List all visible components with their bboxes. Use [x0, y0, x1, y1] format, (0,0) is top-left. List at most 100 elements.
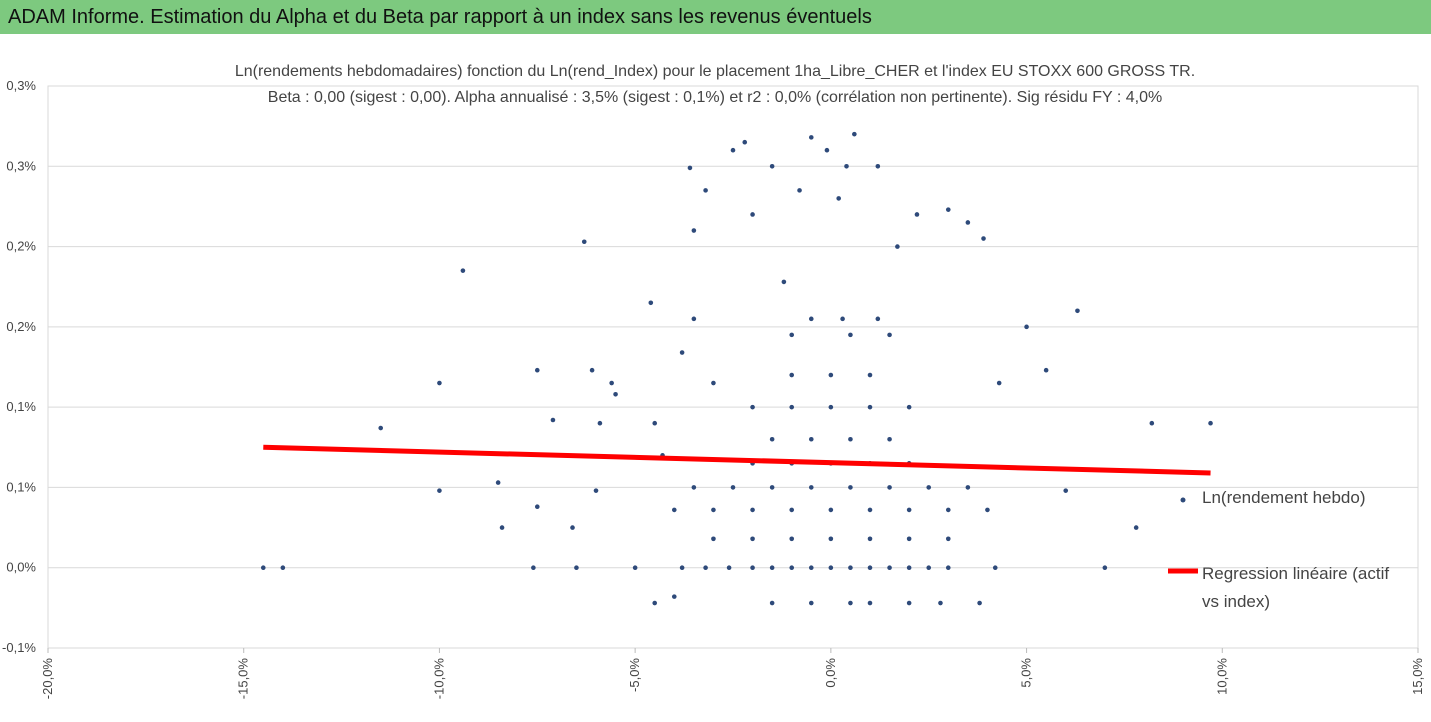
point [652, 420, 658, 426]
legend-label: Ln(rendement hebdo) [1202, 488, 1366, 507]
chart-title: Ln(rendements hebdomadaires) fonction du… [235, 63, 1195, 80]
point [679, 350, 685, 355]
header-title: ADAM Informe. Estimation du Alpha et du … [0, 0, 1431, 34]
point [750, 404, 755, 410]
point [1063, 488, 1069, 493]
point [875, 163, 881, 169]
point [906, 507, 912, 513]
point [280, 565, 286, 571]
point [887, 436, 892, 442]
point [895, 244, 900, 249]
point [848, 485, 853, 490]
point [789, 565, 795, 571]
point [789, 332, 795, 338]
point [887, 565, 892, 571]
point [945, 536, 951, 542]
point [593, 488, 599, 493]
point [437, 380, 442, 386]
regression-line [263, 444, 1211, 476]
point [769, 163, 775, 169]
legend-swatch [1180, 497, 1186, 503]
y-tick-label: 0,1% [6, 479, 36, 494]
x-tick-label: 15,0% [1410, 658, 1425, 695]
point [726, 565, 732, 571]
y-tick-label: -0,1% [2, 640, 36, 655]
point [534, 504, 540, 509]
point [711, 507, 716, 513]
point [691, 316, 697, 322]
y-tick-label: 0,1% [6, 399, 36, 414]
point [844, 163, 849, 169]
point [848, 332, 853, 338]
point [652, 600, 658, 606]
y-tick-label: 0,2% [6, 319, 36, 334]
point [848, 436, 853, 442]
x-tick-label: 0,0% [823, 658, 838, 688]
point [570, 525, 575, 530]
point [824, 147, 830, 153]
point [887, 485, 892, 490]
point [828, 536, 834, 542]
y-tick-label: 0,3% [6, 78, 36, 93]
x-tick-label: 5,0% [1019, 658, 1034, 688]
point [531, 565, 536, 571]
point [945, 507, 951, 513]
point [977, 600, 982, 606]
point [613, 391, 618, 397]
point [589, 367, 595, 373]
point [550, 417, 556, 423]
point [808, 436, 814, 442]
point [789, 404, 795, 410]
point [840, 316, 845, 322]
point [671, 507, 677, 513]
x-tick-label: -15,0% [236, 658, 251, 700]
chart: Ln(rendements hebdomadaires) fonction du… [2, 63, 1425, 700]
point [914, 212, 920, 217]
point [691, 228, 697, 233]
point [828, 404, 834, 410]
point [789, 372, 795, 378]
legend-label: Regression linéaire (actif vs index) [1202, 564, 1390, 611]
point [781, 279, 787, 285]
point [867, 565, 873, 571]
point [437, 488, 442, 493]
point [938, 600, 943, 606]
point [828, 507, 834, 513]
point [867, 507, 873, 513]
point [852, 131, 857, 137]
point [965, 485, 971, 490]
point [996, 380, 1002, 386]
point [671, 594, 677, 599]
point [808, 485, 814, 490]
point [848, 565, 853, 571]
point [1024, 324, 1029, 330]
point [750, 536, 755, 542]
point [906, 536, 912, 542]
point [867, 536, 873, 542]
point [679, 565, 685, 571]
point [875, 316, 881, 322]
point [828, 565, 834, 571]
point [574, 565, 579, 571]
point [985, 507, 990, 513]
x-tick-label: -5,0% [627, 658, 642, 692]
point [711, 536, 716, 542]
point [906, 404, 912, 410]
point [597, 420, 603, 426]
chart-subtitle: Beta : 0,00 (sigest : 0,00). Alpha annua… [268, 89, 1162, 106]
point [687, 165, 693, 171]
point [769, 485, 775, 490]
y-tick-label: 0,3% [6, 158, 36, 173]
point [460, 268, 466, 273]
point [848, 600, 853, 606]
point [750, 565, 755, 571]
point [808, 316, 814, 322]
point [769, 565, 775, 571]
point [730, 147, 736, 153]
point [632, 565, 638, 571]
point [945, 565, 951, 571]
point [926, 565, 932, 571]
y-tick-label: 0,2% [6, 239, 36, 254]
point [828, 372, 834, 378]
point [1133, 525, 1139, 530]
